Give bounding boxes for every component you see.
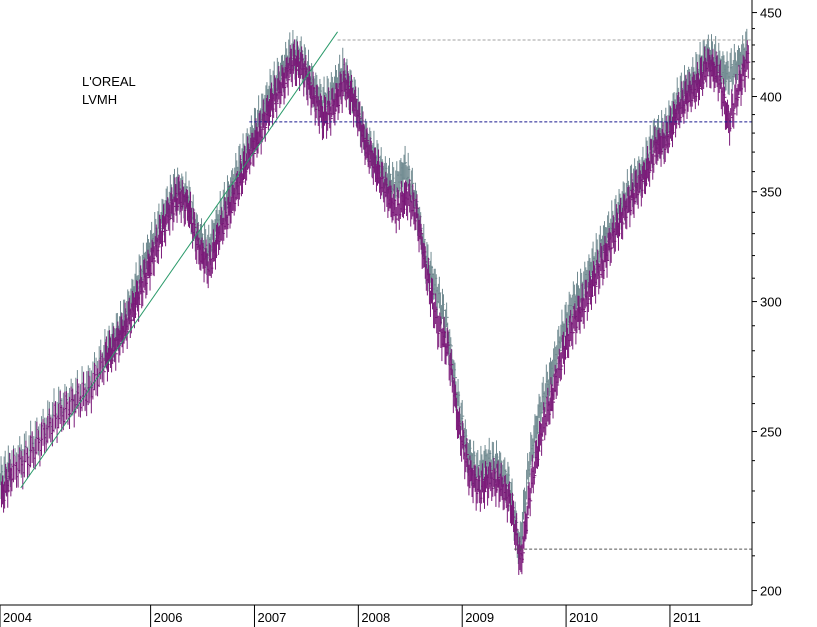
x-tick-label: 2004 <box>3 610 32 625</box>
y-tick-label: 350 <box>760 185 782 200</box>
y-tick-label: 200 <box>760 584 782 599</box>
legend-entry-lvmh: LVMH <box>82 92 117 107</box>
x-tick-label: 2007 <box>257 610 286 625</box>
legend-entry-loreal: L'OREAL <box>82 74 136 89</box>
y-tick-label: 450 <box>760 6 782 21</box>
x-tick-label: 2006 <box>154 610 183 625</box>
series-lvmh <box>1 39 751 575</box>
x-tick-label: 2009 <box>465 610 494 625</box>
legend: L'OREAL LVMH <box>82 74 136 107</box>
trendline <box>20 31 338 489</box>
x-tick-label: 2008 <box>361 610 390 625</box>
x-tick-label: 2010 <box>569 610 598 625</box>
y-tick-label: 300 <box>760 295 782 310</box>
series-loreal <box>0 28 749 565</box>
y-tick-label: 250 <box>760 425 782 440</box>
x-tick-label: 2011 <box>673 610 701 625</box>
y-tick-label: 400 <box>760 90 782 105</box>
series-layer <box>0 28 751 575</box>
axes-layer: 200 250 300 350 400 450 2004 2006 2007 2008 2009 20… <box>0 0 782 627</box>
annotation-layer <box>20 31 752 550</box>
